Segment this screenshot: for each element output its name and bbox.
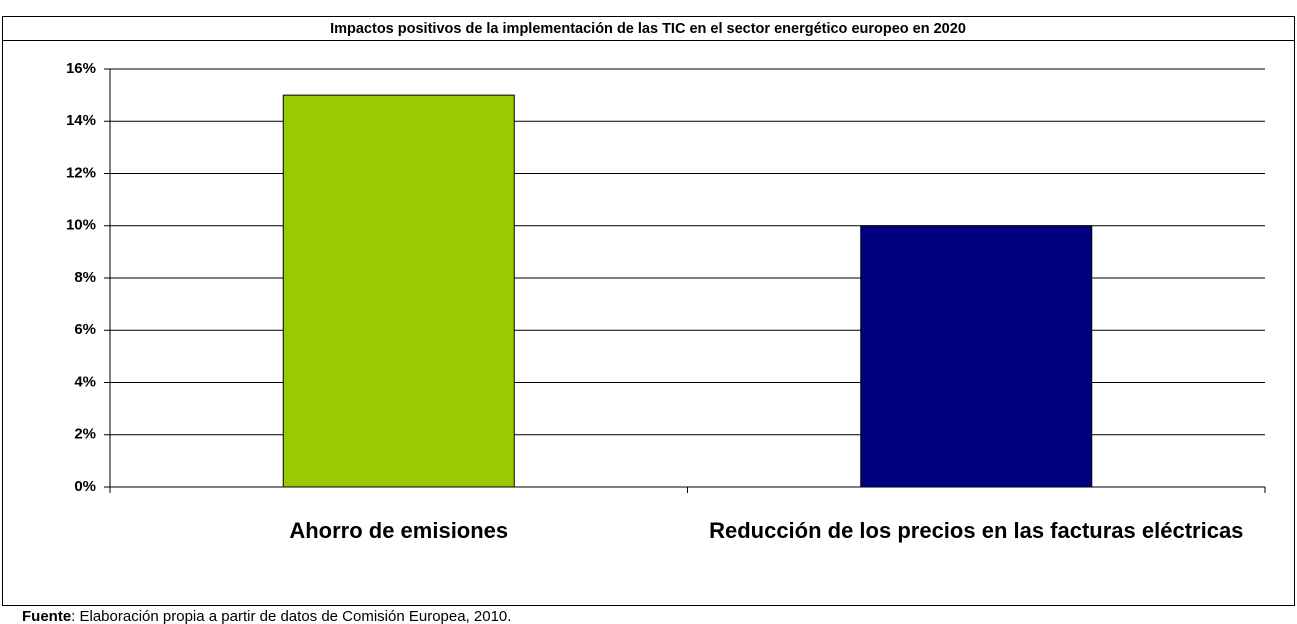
chart-title: Impactos positivos de la implementación …	[330, 21, 966, 37]
y-tick-label: 12%	[66, 164, 96, 181]
y-tick-label: 6%	[74, 321, 96, 338]
source-note: Fuente: Elaboración propia a partir de d…	[22, 608, 511, 624]
source-text: : Elaboración propia a partir de datos d…	[71, 608, 511, 624]
y-tick-label: 4%	[74, 373, 96, 390]
x-tick-label: Ahorro de emisiones	[289, 518, 508, 543]
source-label: Fuente	[22, 608, 71, 624]
y-tick-label: 16%	[66, 60, 96, 77]
y-tick-label: 14%	[66, 112, 96, 129]
y-tick-label: 0%	[74, 478, 96, 495]
y-tick-label: 10%	[66, 217, 96, 234]
y-tick-label: 2%	[74, 426, 96, 443]
x-tick-label: Reducción de los precios en las facturas…	[709, 518, 1243, 543]
y-tick-label: 8%	[74, 269, 96, 286]
bar	[282, 94, 515, 488]
bar	[860, 225, 1093, 488]
